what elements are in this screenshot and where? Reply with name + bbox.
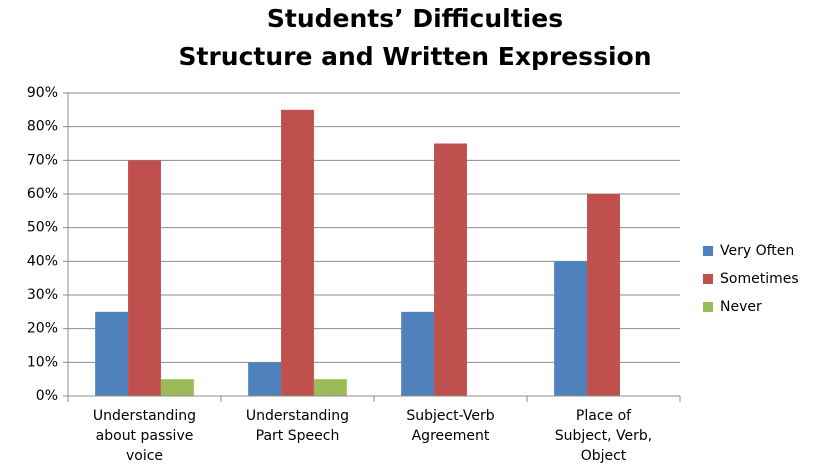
- y-tick-label: 20%: [27, 321, 58, 337]
- x-tick-label: Understanding: [246, 408, 349, 424]
- legend-label: Never: [720, 299, 762, 315]
- legend-label: Very Often: [720, 243, 794, 259]
- x-tick-label: voice: [126, 448, 163, 464]
- bar: [434, 143, 467, 396]
- x-tick-label: Part Speech: [256, 428, 340, 444]
- bar: [401, 311, 435, 396]
- y-tick-label: 40%: [27, 253, 58, 269]
- chart-title: Students’ Difficulties: [267, 4, 563, 33]
- legend-label: Sometimes: [720, 271, 799, 287]
- bar: [95, 311, 129, 396]
- y-tick-label: 10%: [27, 354, 58, 370]
- x-tick-label: Subject, Verb,: [555, 428, 652, 444]
- bar: [554, 261, 588, 396]
- x-tick-label: Object: [581, 448, 627, 464]
- legend-swatch: [703, 246, 713, 256]
- y-tick-label: 30%: [27, 287, 58, 303]
- bar: [160, 379, 194, 396]
- y-tick-label: 70%: [27, 152, 58, 168]
- y-tick-label: 50%: [27, 220, 58, 236]
- x-tick-label: Agreement: [412, 428, 490, 444]
- y-tick-label: 0%: [36, 388, 58, 404]
- bar: [281, 109, 314, 396]
- chart-title: Structure and Written Expression: [179, 42, 652, 71]
- bar: [248, 362, 282, 396]
- legend-swatch: [703, 302, 713, 312]
- legend-swatch: [703, 274, 713, 284]
- bar: [587, 194, 620, 396]
- x-tick-label: Place of: [576, 408, 632, 424]
- x-tick-label: Subject-Verb: [406, 408, 494, 424]
- x-tick-label: Understanding: [93, 408, 196, 424]
- bar: [128, 160, 161, 396]
- bar: [313, 379, 347, 396]
- y-tick-label: 90%: [27, 85, 58, 101]
- x-tick-label: about passive: [96, 428, 194, 444]
- y-tick-label: 80%: [27, 119, 58, 135]
- y-tick-label: 60%: [27, 186, 58, 202]
